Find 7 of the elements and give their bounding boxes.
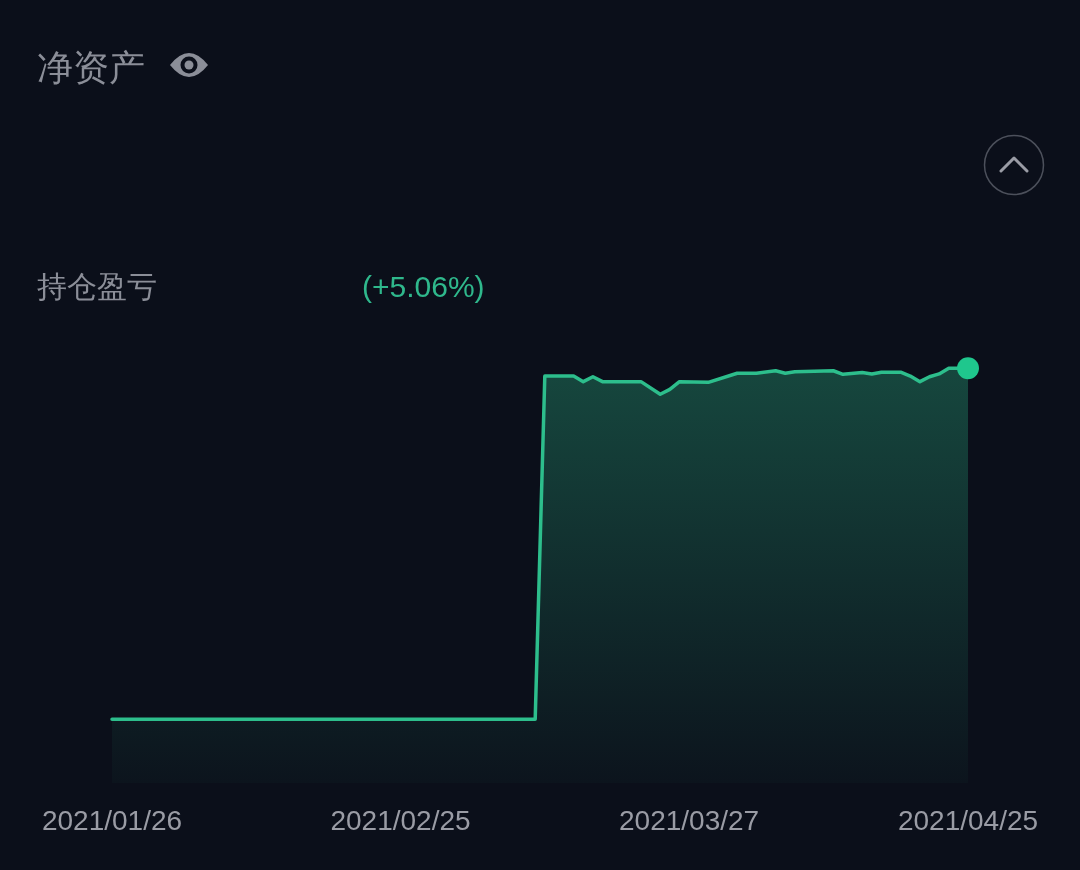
x-tick-label: 2021/01/26 xyxy=(41,805,183,836)
x-tick-label: 2021/04/25 xyxy=(897,805,1039,836)
x-tick-label: 2021/02/25 xyxy=(330,805,471,836)
text: (+5.06%) xyxy=(362,270,485,303)
chart-title: 净资产 xyxy=(37,47,145,88)
x-tick-label: 2021/03/27 xyxy=(619,805,760,836)
chart-subtitle: 持仓盈亏 xyxy=(37,270,157,303)
